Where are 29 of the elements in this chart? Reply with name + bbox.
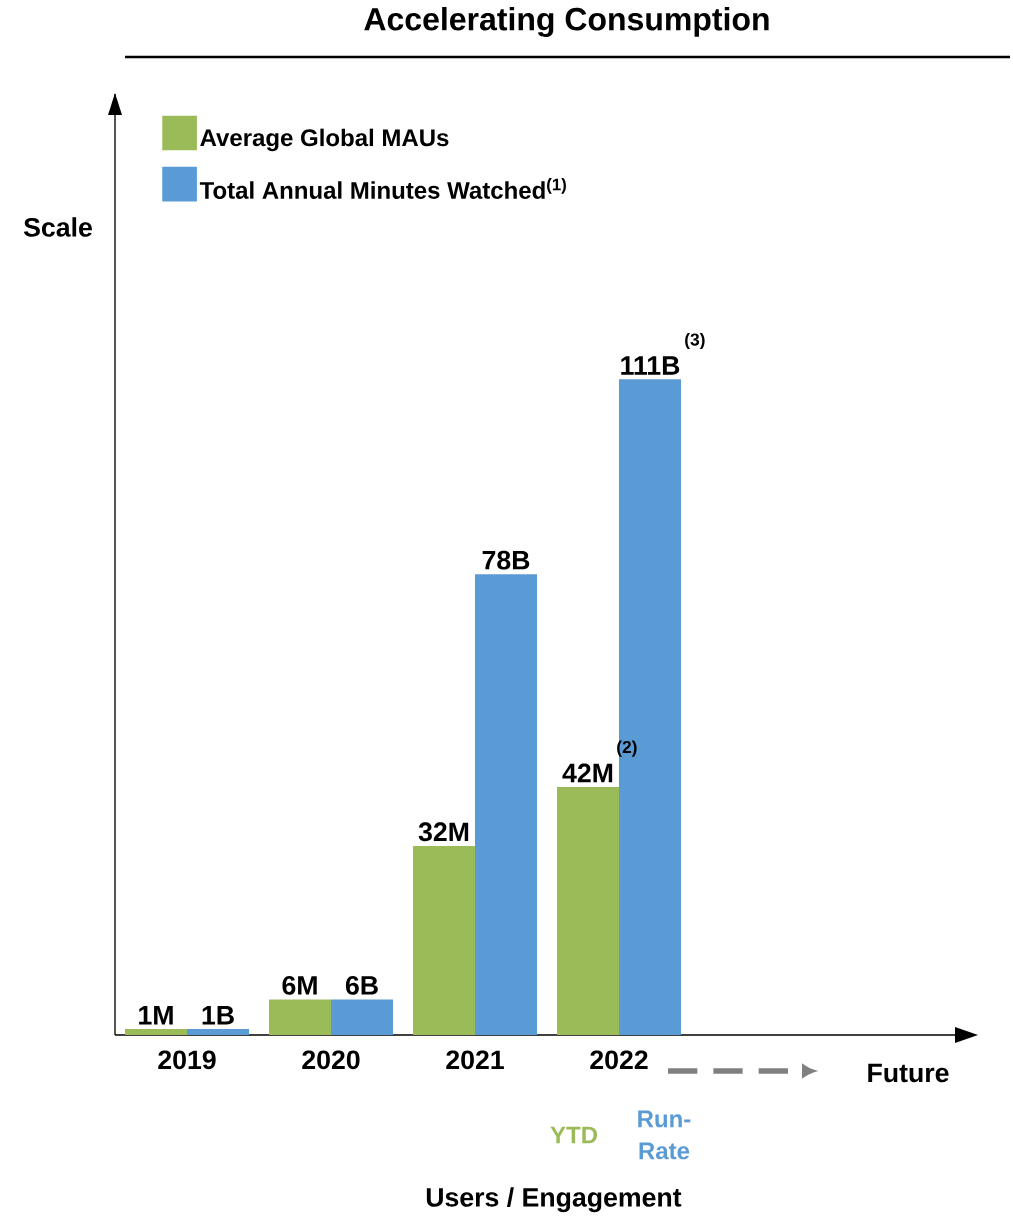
bar xyxy=(187,1029,249,1035)
data-label: 1B xyxy=(202,1006,234,1025)
text: Future xyxy=(868,1063,949,1083)
bar xyxy=(619,379,681,1035)
data-label: 6M xyxy=(282,975,317,995)
text: YTD xyxy=(550,1126,598,1144)
data-label: 111B xyxy=(621,356,680,375)
x-axis-title: Users / Engagement xyxy=(426,1187,682,1213)
bar xyxy=(269,999,331,1035)
bar xyxy=(557,786,619,1035)
bar xyxy=(413,845,475,1035)
x-tick-label: 2021 xyxy=(446,1050,504,1070)
legend-label: Average Global MAUs xyxy=(200,128,449,152)
data-label: 78B xyxy=(482,550,530,570)
data-label: 1M xyxy=(139,1006,173,1025)
bar xyxy=(475,574,537,1035)
data-label: 32M xyxy=(418,822,469,842)
bar xyxy=(125,1029,187,1035)
legend-label: Total Annual Minutes Watched$^{(1)}$ xyxy=(199,178,566,199)
bar xyxy=(331,999,393,1035)
data-label: 42M xyxy=(562,763,613,783)
data-label: 6B xyxy=(345,975,378,995)
x-tick-label: 2019 xyxy=(158,1050,216,1070)
chart-title: Accelerating Consumption xyxy=(364,7,769,37)
text: Scale xyxy=(23,217,92,237)
text: Run-Rate xyxy=(638,1110,691,1160)
text: (3) xyxy=(685,332,705,350)
x-tick-label: 2022 xyxy=(590,1050,648,1070)
x-tick-label: 2020 xyxy=(302,1050,360,1070)
